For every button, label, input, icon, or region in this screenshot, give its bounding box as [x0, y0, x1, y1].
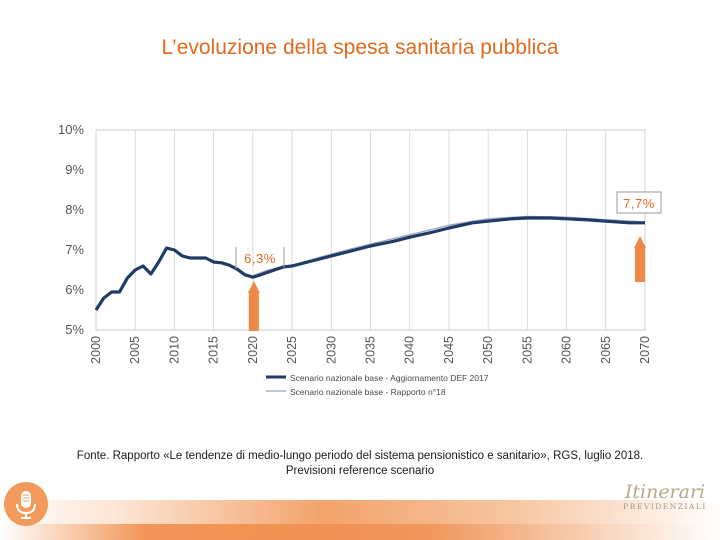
y-tick-label: 10%	[58, 122, 84, 137]
source-line-2: Previsioni reference scenario	[285, 465, 435, 477]
y-tick-label: 8%	[65, 202, 84, 217]
x-tick-label: 2030	[324, 336, 338, 364]
x-axis-labels: 2000 2005 2010 2015 2020 2025 2030 2035 2040 2045…	[89, 336, 652, 364]
chart-annotations: 6,3% 7,7%	[235, 191, 662, 331]
source-note: Fonte. Rapporto «Le tendenze di medio-lu…	[60, 449, 660, 479]
logo-script: Itinerari	[624, 481, 706, 503]
microphone-icon[interactable]	[4, 482, 48, 526]
y-axis-labels: 5% 6% 7% 8% 9% 10%	[58, 122, 84, 337]
legend-label-def-2017: Scenario nazionale base - Aggiornamento …	[290, 373, 489, 383]
arrow-head-start	[247, 281, 260, 293]
chart-grid	[95, 129, 646, 331]
x-tick-label: 2045	[442, 336, 456, 364]
annotation-start-value: 6,3%	[244, 251, 276, 266]
footer-strip	[0, 524, 720, 540]
arrow-head-end	[634, 236, 646, 248]
annotation-end-box	[616, 191, 662, 214]
x-tick-label: 2035	[364, 336, 378, 364]
itinerari-previdenziali-logo: Itinerari PREVIDENZIALI	[615, 482, 715, 518]
y-tick-label: 5%	[65, 322, 84, 337]
x-tick-label: 2000	[89, 336, 103, 364]
x-tick-label: 2005	[128, 336, 142, 364]
y-tick-label: 9%	[65, 162, 84, 177]
x-tick-label: 2065	[599, 336, 613, 364]
source-line-1: Fonte. Rapporto «Le tendenze di medio-lu…	[76, 450, 644, 462]
x-tick-label: 2010	[167, 336, 181, 364]
chart-series	[94, 215, 646, 311]
x-tick-label: 2055	[520, 336, 534, 364]
spending-line-chart: 5%6%7%8%9%10% 2000 2005 2010 2015 2020 2025 20…	[58, 122, 662, 397]
x-tick-label: 2050	[481, 336, 495, 364]
x-tick-label: 2015	[207, 336, 221, 364]
footer-band	[0, 500, 720, 540]
logo-caps: PREVIDENZIALI	[623, 502, 707, 511]
x-tick-label: 2060	[560, 336, 574, 364]
arrow-shaft-end	[635, 247, 645, 282]
arrow-shaft-start	[248, 292, 259, 331]
y-tick-label: 7%	[65, 242, 84, 257]
x-tick-label: 2040	[403, 336, 417, 364]
legend-label-rapporto-18: Scenario nazionale base - Rapporto n°18	[290, 387, 446, 397]
slide-title: L’evoluzione della spesa sanitaria pubbl…	[161, 36, 559, 59]
annotation-end-value: 7,7%	[623, 196, 655, 211]
x-tick-label: 2070	[638, 336, 652, 364]
series-line-def-2017	[94, 216, 645, 311]
x-tick-label: 2020	[246, 336, 260, 364]
y-tick-label: 6%	[65, 282, 84, 297]
chart-legend: Scenario nazionale base - Aggiornamento …	[266, 373, 489, 397]
microphone-glyph	[16, 491, 36, 519]
x-tick-label: 2025	[285, 336, 299, 364]
